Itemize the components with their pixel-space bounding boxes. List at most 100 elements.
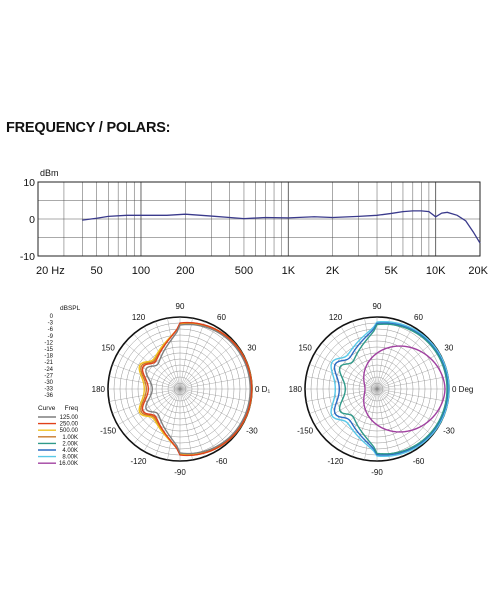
polar-grid-spoke (179, 364, 248, 390)
polar-grid-spoke (179, 388, 217, 452)
page-heading: FREQUENCY / POLARS: (6, 120, 171, 136)
polar-grid-spoke (376, 388, 448, 402)
polar-rtick-label: -9 (48, 334, 54, 340)
polar-angle-label: -30 (246, 427, 258, 436)
polar-grid-spoke (179, 388, 227, 445)
polar-angle-label: -90 (174, 468, 186, 477)
polar-grid-spoke (179, 333, 227, 390)
polar-angle-label: -120 (327, 457, 344, 466)
freq-xtick-label: 100 (132, 265, 150, 277)
polar-grid-spoke (117, 388, 181, 426)
polar-grid-spoke (364, 318, 378, 390)
polar-angle-label: 180 (289, 385, 303, 394)
freq-xtick-label: 20 Hz (36, 265, 65, 277)
polar-grid-spoke (133, 333, 181, 390)
polar-grid-spoke (133, 388, 181, 445)
legend-freq-label: 1.00K (62, 435, 78, 441)
polar-grid-spoke (376, 388, 433, 436)
polar-angle-label: -90 (371, 468, 383, 477)
polar-rtick-label: -21 (44, 360, 53, 366)
freq-plot-frame (37, 181, 481, 257)
polar-rtick-label: -27 (44, 373, 53, 379)
polar-rtick-label: 0 (50, 314, 54, 320)
polar-angle-label: -150 (100, 427, 117, 436)
polar-grid-spoke (376, 352, 440, 390)
polar-grid-spoke (376, 388, 424, 445)
freq-ytick-label: 0 (29, 214, 35, 226)
polar-angle-label: 120 (132, 313, 146, 322)
polar-grid-spoke (376, 364, 445, 390)
freq-xtick-label: 5K (385, 265, 399, 277)
freq-xtick-label: 50 (91, 265, 103, 277)
polar-angle-label: 30 (247, 344, 256, 353)
polar-grid-spoke (179, 388, 248, 414)
polar-grid-spoke (155, 388, 181, 457)
polar-angle-label: -120 (130, 457, 147, 466)
polar-grid-spoke (179, 388, 236, 436)
polar-grid-spoke (352, 388, 378, 457)
polar-angle-label: 0 D₁ (255, 385, 270, 394)
polar-grid-spoke (179, 318, 193, 390)
polar-grid-spoke (376, 342, 433, 390)
polar-grid-spoke (155, 321, 181, 390)
polar-response-curve (145, 323, 251, 455)
legend-freq-label: 500.00 (60, 428, 79, 434)
polar-grid-spoke (376, 333, 424, 390)
polar-grid-spoke (167, 318, 181, 390)
polar-grid-spoke (179, 352, 243, 390)
polar-response-curve (363, 345, 446, 433)
polar-grid-spoke (314, 388, 378, 426)
polar-response-curve (338, 323, 448, 455)
legend-freq-label: 8.00K (62, 455, 78, 461)
polar-angle-label: 30 (444, 344, 453, 353)
polar-grid-spoke (309, 388, 378, 414)
legend-freq-label: 2.00K (62, 441, 78, 447)
legend-freq-label: 125.00 (60, 415, 79, 421)
polar-grid-spoke (117, 352, 181, 390)
polar-rtick-label: -18 (44, 354, 53, 360)
polar-grid-spoke (321, 388, 378, 436)
freq-xtick-label: 1K (282, 265, 296, 277)
polar-grid-spoke (309, 364, 378, 390)
freq-ytick-label: -10 (20, 251, 35, 263)
polar-grid-spoke (340, 326, 378, 390)
polar-grid-spoke (352, 321, 378, 390)
polar-rtick-label: -3 (48, 321, 54, 327)
freq-xtick-label: 20K (468, 265, 488, 277)
polar-grid-spoke (376, 376, 448, 390)
legend-curve-header: Curve (38, 405, 56, 412)
polar-rtick-label: -30 (44, 380, 53, 386)
legend-freq-label: 250.00 (60, 422, 79, 428)
polar-grid-spoke (179, 388, 243, 426)
polar-grid-spoke (376, 388, 390, 460)
polar-rtick-label: -15 (44, 347, 53, 353)
polar-rtick-label: -33 (44, 387, 53, 393)
polar-angle-label: 60 (414, 313, 423, 322)
polar-rtick-label: -24 (44, 367, 53, 373)
polar-grid-spoke (376, 326, 414, 390)
polar-grid-spoke (179, 321, 205, 390)
polar-grid-spoke (321, 342, 378, 390)
polar-grid-spoke (179, 388, 251, 402)
polar-response-curve (333, 322, 449, 456)
polar-grid-spoke (179, 388, 205, 457)
polar-rtick-label: -36 (44, 393, 53, 399)
polar-grid-spoke (112, 388, 181, 414)
polar-rtick-label: -12 (44, 340, 53, 346)
polar-grid-spoke (330, 388, 378, 445)
polar-angle-label: 90 (176, 302, 185, 311)
polar-angle-label: 150 (298, 344, 312, 353)
legend-freq-header: Freq (65, 405, 79, 412)
polar-grid-spoke (179, 342, 236, 390)
polar-grid-spoke (143, 326, 181, 390)
polar-grid-spoke (376, 388, 414, 452)
freq-xtick-label: 2K (326, 265, 340, 277)
polar-grid-spoke (340, 388, 378, 452)
polar-grid-spoke (179, 326, 217, 390)
polar-angle-label: 90 (373, 302, 382, 311)
polar-grid-spoke (376, 388, 445, 414)
freq-ylabel: dBm (40, 168, 59, 178)
freq-xtick-label: 10K (426, 265, 446, 277)
freq-xtick-label: 200 (176, 265, 194, 277)
